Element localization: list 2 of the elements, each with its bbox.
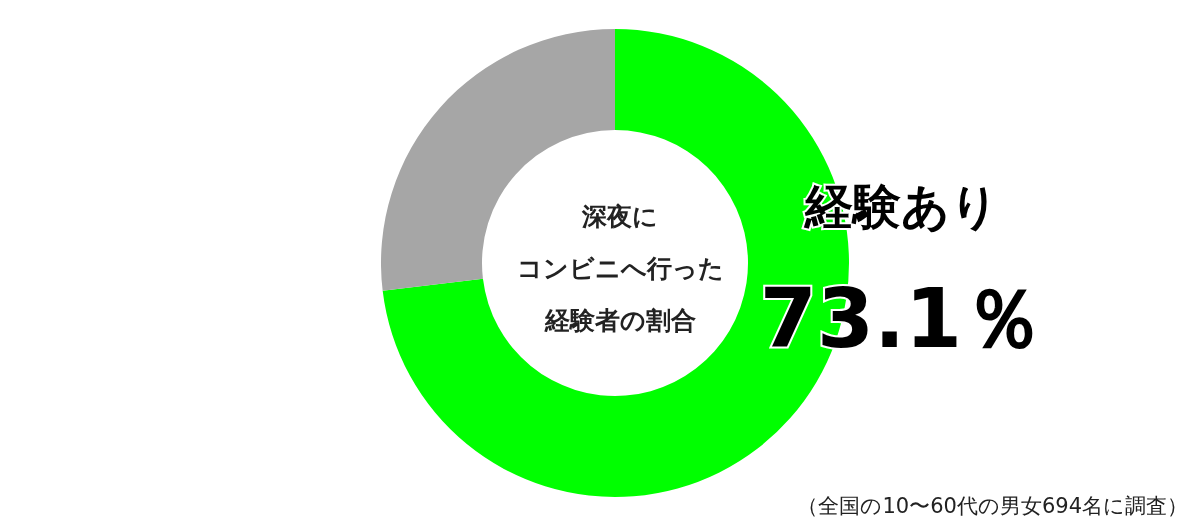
text: 深夜にコンビニへ行った経験者の割合 xyxy=(516,201,724,335)
text: （全国の10〜60代の男女694名に調査） xyxy=(797,493,1189,518)
